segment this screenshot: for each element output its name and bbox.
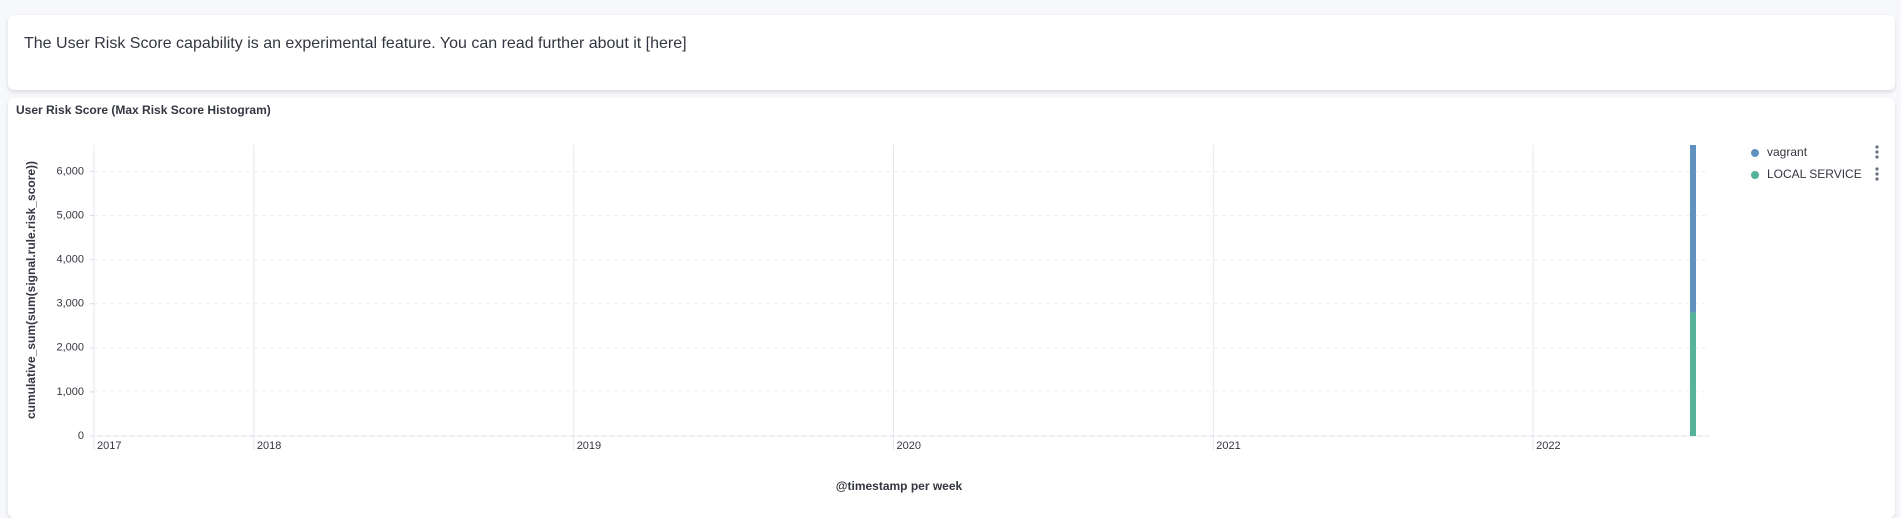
x-tick-label: 2020: [897, 440, 921, 452]
x-axis-title: @timestamp per week: [836, 479, 963, 493]
legend-menu-dot[interactable]: [1875, 172, 1879, 176]
x-tick-label: 2022: [1536, 440, 1560, 452]
callout-text: The User Risk Score capability is an exp…: [24, 35, 687, 52]
legend-menu-dot[interactable]: [1875, 177, 1879, 181]
page: The User Risk Score capability is an exp…: [8, 15, 1895, 494]
y-tick-label: 0: [78, 430, 84, 442]
legend-menu-dot[interactable]: [1875, 150, 1879, 154]
legend-menu-dot[interactable]: [1875, 145, 1879, 149]
y-tick-label: 1,000: [56, 386, 84, 398]
chart: User Risk Score (Max Risk Score Histogra…: [16, 103, 1879, 493]
chart-panel: [8, 98, 1895, 518]
legend-menu-dot[interactable]: [1875, 155, 1879, 159]
y-axis-title: cumulative_sum(sum(signal.rule.risk_scor…: [24, 161, 38, 419]
y-tick-label: 6,000: [56, 165, 84, 177]
x-tick-label: 2018: [257, 440, 281, 452]
legend-swatch: [1751, 149, 1759, 157]
chart-title: User Risk Score (Max Risk Score Histogra…: [16, 103, 271, 117]
legend-swatch: [1751, 171, 1759, 179]
x-tick-label: 2017: [97, 440, 121, 452]
legend-label[interactable]: vagrant: [1767, 145, 1808, 159]
y-tick-label: 2,000: [56, 342, 84, 354]
callout-panel: The User Risk Score capability is an exp…: [8, 15, 1895, 90]
x-tick-label: 2021: [1216, 440, 1240, 452]
y-tick-label: 4,000: [56, 254, 84, 266]
x-tick-label: 2019: [577, 440, 601, 452]
legend-label[interactable]: LOCAL SERVICE: [1767, 167, 1862, 181]
bar-segment: [1690, 145, 1697, 313]
legend-menu-dot[interactable]: [1875, 167, 1879, 171]
bar-segment: [1690, 312, 1697, 436]
y-tick-label: 3,000: [56, 298, 84, 310]
y-tick-label: 5,000: [56, 209, 84, 221]
